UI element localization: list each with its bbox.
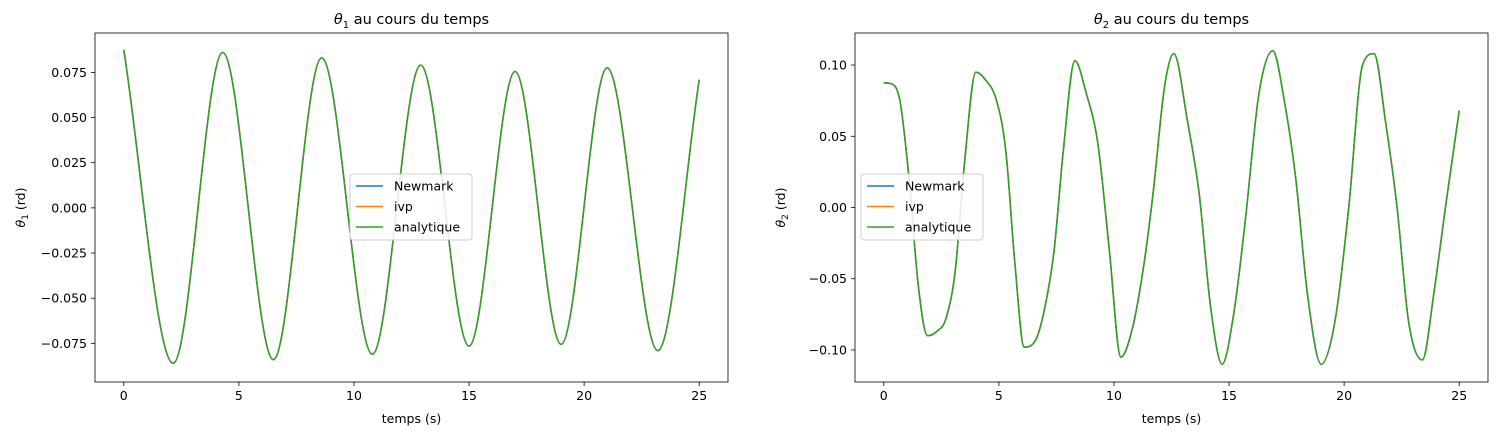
chart-theta1: 0 5 10 15 20 25 −0.075 −0.050 −0.025 0.000 0.025 0.…	[13, 12, 728, 426]
title-text: au cours du temps	[1109, 12, 1249, 28]
y-tick-label: −0.075	[41, 336, 87, 351]
x-tick-label: 10	[1106, 388, 1122, 403]
y-tick-label: −0.025	[41, 246, 87, 261]
legend-label-ivp: ivp	[394, 199, 413, 214]
x-tick-label: 20	[576, 388, 592, 403]
y-tick-label: 0.050	[51, 110, 87, 125]
y-axis-label: θ2 (rd)	[773, 188, 791, 228]
x-axis-label: temps (s)	[1142, 411, 1201, 426]
y-tick-label: 0.000	[51, 200, 87, 215]
x-tick-label: 0	[120, 388, 128, 403]
chart-theta2: 0 5 10 15 20 25 −0.10 −0.05 0.00 0.05 0.10 θ2 au co…	[773, 12, 1488, 426]
x-tick-label: 10	[346, 388, 362, 403]
ylabel-text: (rd)	[13, 188, 28, 215]
chart-title: θ1 au cours du temps	[334, 12, 489, 31]
y-axis-label: θ1 (rd)	[13, 188, 31, 228]
y-tick-label: −0.050	[41, 291, 87, 306]
x-tick-label: 20	[1336, 388, 1352, 403]
x-tick-label: 5	[995, 388, 1003, 403]
y-tick-label: −0.05	[809, 271, 847, 286]
chart-title: θ2 au cours du temps	[1094, 12, 1249, 31]
legend-label-ivp: ivp	[905, 199, 924, 214]
y-tick-label: 0.10	[819, 58, 847, 73]
legend-label-newmark: Newmark	[905, 179, 965, 194]
x-tick-label: 15	[461, 388, 477, 403]
legend-label-analytique: analytique	[905, 220, 971, 235]
x-axis-label: temps (s)	[382, 411, 441, 426]
legend: Newmark ivp analytique	[861, 174, 983, 240]
x-tick-label: 25	[691, 388, 707, 403]
y-tick-label: 0.025	[51, 155, 87, 170]
y-tick-label: 0.075	[51, 65, 87, 80]
x-tick-label: 25	[1451, 388, 1467, 403]
x-tick-label: 5	[235, 388, 243, 403]
title-symbol: θ	[1094, 12, 1103, 28]
legend-label-analytique: analytique	[394, 220, 460, 235]
title-symbol: θ	[334, 12, 343, 28]
x-tick-label: 0	[880, 388, 888, 403]
legend: Newmark ivp analytique	[350, 174, 472, 240]
title-text: au cours du temps	[349, 12, 489, 28]
y-tick-label: 0.05	[819, 129, 847, 144]
x-tick-label: 15	[1221, 388, 1237, 403]
y-tick-label: 0.00	[819, 200, 847, 215]
y-tick-label: −0.10	[809, 342, 847, 357]
legend-label-newmark: Newmark	[394, 179, 454, 194]
ylabel-text: (rd)	[773, 188, 788, 215]
